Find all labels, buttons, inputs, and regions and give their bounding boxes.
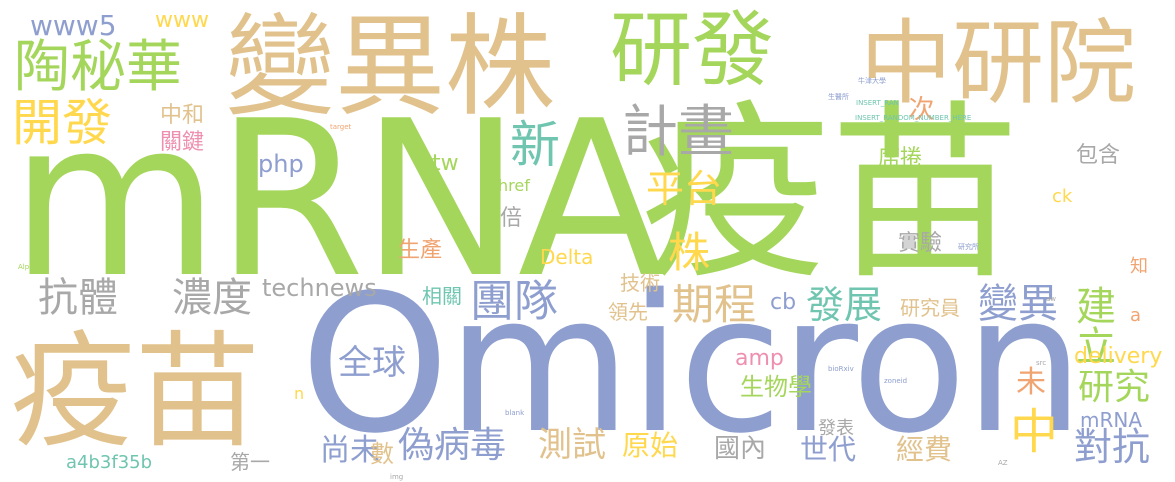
word-tao-mihua: 陶秘華 bbox=[14, 35, 182, 100]
word-key: 關鍵 bbox=[160, 130, 205, 155]
word-variant-strain: 變異株 bbox=[225, 3, 555, 131]
word-research: 研究 bbox=[1078, 367, 1151, 408]
word-concentration: 濃度 bbox=[172, 275, 252, 321]
word-mrna-big: mRNA bbox=[10, 74, 665, 325]
word-biorxiv: bioRxiv bbox=[828, 365, 854, 373]
word-produce: 生產 bbox=[398, 238, 443, 263]
word-develop: 開發 bbox=[12, 94, 112, 152]
word-tw: tw bbox=[432, 151, 459, 176]
word-include: 包含 bbox=[1076, 143, 1121, 168]
word-img: img bbox=[390, 473, 404, 481]
word-academia-sinica: 中研院 bbox=[860, 10, 1137, 117]
word-mrna-small: mRNA bbox=[1080, 408, 1143, 432]
word-blank: blank bbox=[505, 409, 525, 417]
word-zoneid: zoneid bbox=[884, 377, 908, 385]
word-establish: 建立 bbox=[1069, 285, 1115, 365]
word-cb: cb bbox=[770, 290, 797, 315]
word-global: 全球 bbox=[338, 343, 406, 383]
word-n: n bbox=[294, 384, 305, 403]
word-biomed-institute: 生醫所 bbox=[828, 93, 849, 101]
word-institute: 研究所 bbox=[958, 243, 979, 251]
word-test: 測試 bbox=[538, 425, 606, 465]
word-lead: 領先 bbox=[608, 300, 648, 324]
word-original: 原始 bbox=[622, 429, 679, 462]
word-alpha: Alpha bbox=[18, 263, 38, 271]
word-neutralize: 中和 bbox=[160, 103, 205, 128]
word-experiment: 實驗 bbox=[898, 231, 943, 256]
word-research-develop: 研發 bbox=[610, 3, 775, 98]
word-still-not: 尚未 bbox=[320, 433, 380, 468]
word-know: 知 bbox=[1130, 256, 1148, 277]
word-omicron: Omicron bbox=[300, 254, 1084, 475]
word-platform: 平台 bbox=[646, 167, 723, 211]
word-fold: 倍 bbox=[500, 206, 523, 231]
word-vaccine-big: 疫苗 bbox=[640, 84, 1021, 305]
word-ck: ck bbox=[1052, 186, 1073, 207]
word-generation: 世代 bbox=[800, 433, 857, 466]
word-resist: 對抗 bbox=[1074, 425, 1151, 469]
word-plan: 計畫 bbox=[622, 100, 734, 165]
word-number: 數 bbox=[370, 440, 394, 468]
word-mutation: 變異 bbox=[978, 281, 1058, 327]
word-strain: 株 bbox=[668, 228, 711, 277]
word-times: 次 bbox=[904, 95, 934, 121]
word-www5: www5 bbox=[30, 9, 117, 42]
word-researcher: 研究員 bbox=[900, 296, 960, 320]
word-oxford: 牛津大學 bbox=[858, 77, 886, 85]
word-funding: 經費 bbox=[896, 433, 953, 466]
word-schedule: 期程 bbox=[672, 280, 757, 329]
word-a: a bbox=[1130, 305, 1142, 326]
word-antibody: 抗體 bbox=[38, 275, 118, 321]
word-publish: 發表 bbox=[818, 418, 854, 439]
word-insert-random-number-here: INSERT_RANDOM_NUMBER_HERE bbox=[855, 114, 972, 122]
word-aw: aw bbox=[1046, 295, 1057, 303]
word-delivery: delivery bbox=[1074, 344, 1163, 369]
word-development: 發展 bbox=[806, 283, 883, 327]
word-domestic: 國內 bbox=[714, 434, 767, 464]
word-amp: amp bbox=[735, 346, 784, 371]
word-tech: 技術 bbox=[620, 271, 660, 295]
word-new: 新 bbox=[510, 116, 560, 174]
word-a4b3f35b: a4b3f35b bbox=[66, 452, 153, 473]
word-src: src bbox=[1036, 359, 1047, 367]
word-insert-ran: INSERT_RAN bbox=[856, 99, 899, 107]
word-href: href bbox=[498, 176, 530, 195]
word-delta: Delta bbox=[540, 245, 594, 269]
word-middle: 中 bbox=[1010, 404, 1059, 460]
word-sweep: 席捲 bbox=[878, 146, 923, 171]
word-not-yet: 未 bbox=[1016, 365, 1046, 400]
word-pseudovirus: 偽病毒 bbox=[398, 425, 507, 466]
word-technews: technews bbox=[262, 274, 377, 302]
word-biology: 生物學 bbox=[740, 373, 812, 401]
word-php: php bbox=[258, 150, 304, 178]
word-team: 團隊 bbox=[470, 276, 558, 327]
word-target: target bbox=[330, 123, 352, 131]
word-az: AZ bbox=[998, 459, 1008, 467]
word-related: 相關 bbox=[422, 284, 462, 308]
word-first: 第一 bbox=[230, 450, 270, 474]
word-www: www bbox=[155, 8, 209, 33]
word-vaccine-tan: 疫苗 bbox=[10, 320, 260, 465]
